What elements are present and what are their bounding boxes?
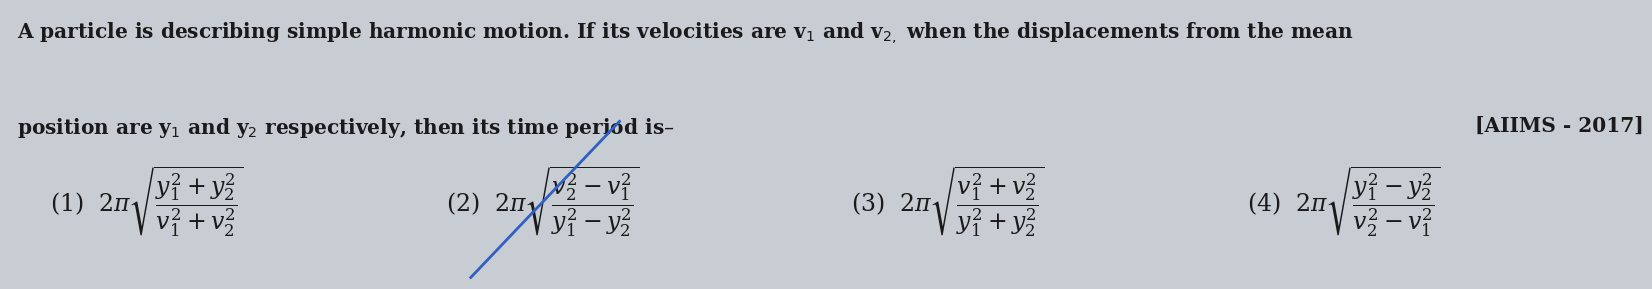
Text: $(2)\ \ 2\pi\sqrt{\dfrac{v_2^2-v_1^2}{y_1^2-y_2^2}}$: $(2)\ \ 2\pi\sqrt{\dfrac{v_2^2-v_1^2}{y_… — [446, 165, 639, 239]
Text: $(3)\ \ 2\pi\sqrt{\dfrac{v_1^2+v_2^2}{y_1^2+y_2^2}}$: $(3)\ \ 2\pi\sqrt{\dfrac{v_1^2+v_2^2}{y_… — [851, 165, 1044, 239]
Text: $(4)\ \ 2\pi\sqrt{\dfrac{y_1^2-y_2^2}{v_2^2-v_1^2}}$: $(4)\ \ 2\pi\sqrt{\dfrac{y_1^2-y_2^2}{v_… — [1247, 165, 1441, 239]
Text: A particle is describing simple harmonic motion. If its velocities are v$_1$ and: A particle is describing simple harmonic… — [17, 20, 1353, 46]
Text: position are y$_1$ and y$_2$ respectively, then its time period is–: position are y$_1$ and y$_2$ respectivel… — [17, 116, 674, 140]
Text: $(1)\ \ 2\pi\sqrt{\dfrac{y_1^2+y_2^2}{v_1^2+v_2^2}}$: $(1)\ \ 2\pi\sqrt{\dfrac{y_1^2+y_2^2}{v_… — [50, 165, 243, 239]
Text: [AIIMS - 2017]: [AIIMS - 2017] — [1475, 116, 1644, 136]
